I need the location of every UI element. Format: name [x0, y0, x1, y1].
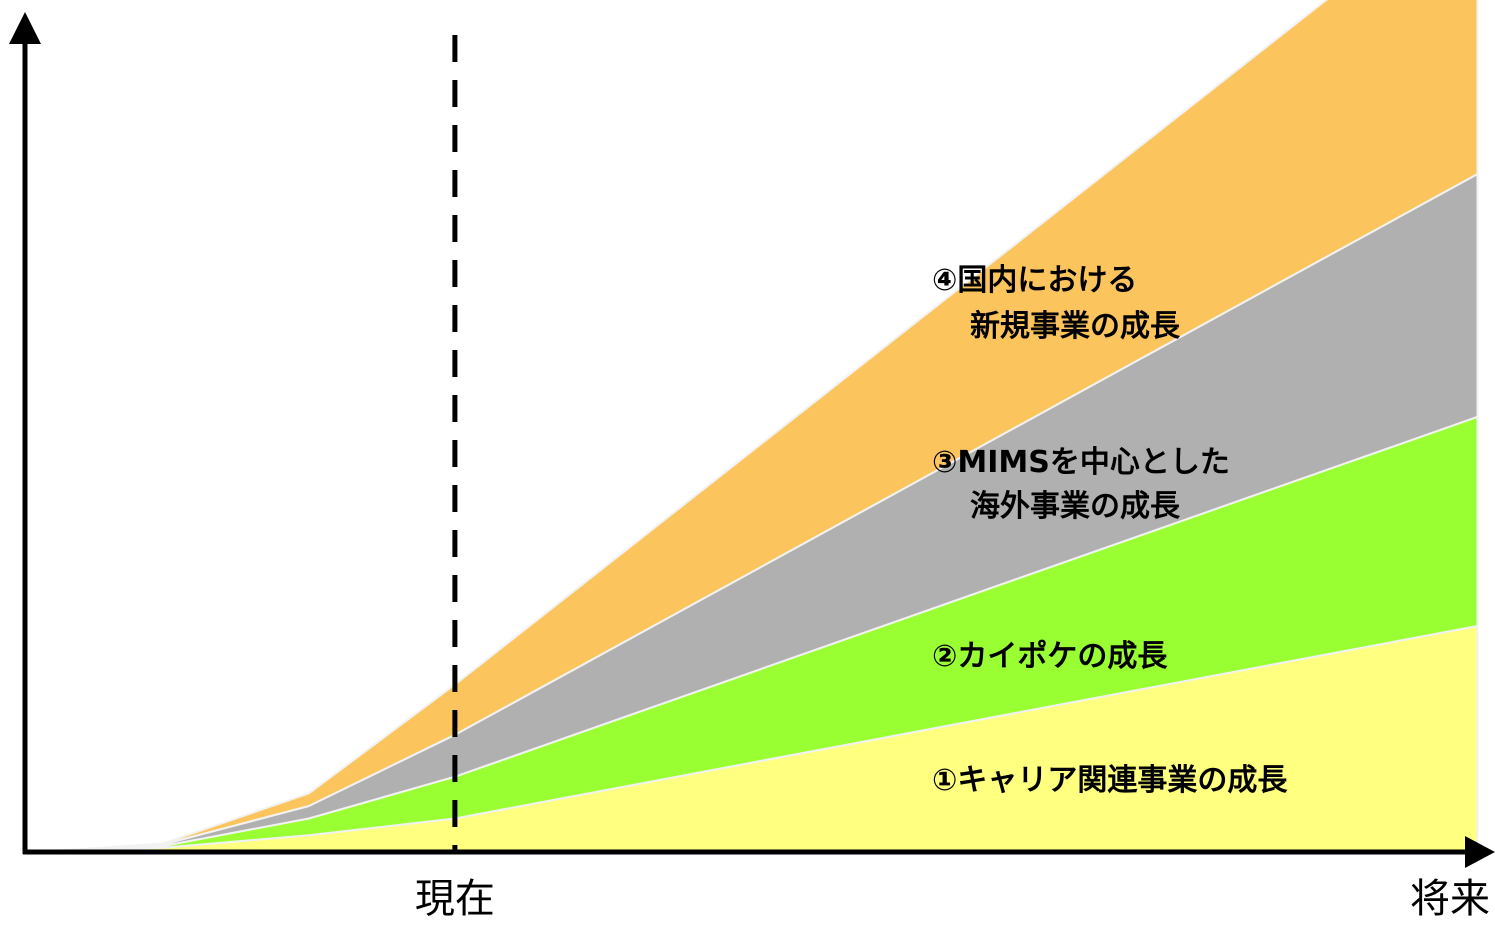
y-axis-arrowhead — [9, 12, 41, 44]
band-label-mims-line-1: ③MIMSを中心とした — [932, 445, 1230, 480]
x-tick-label-2: 将来 — [1410, 876, 1490, 922]
band-label-domestic_new-line-1: ④国内における — [932, 263, 1137, 298]
x-tick-label-1: 現在 — [415, 876, 495, 922]
band-label-domestic_new-line-2: 新規事業の成長 — [970, 309, 1181, 344]
band-label-mims-line-2: 海外事業の成長 — [970, 489, 1181, 524]
x-axis-arrowhead — [1465, 836, 1495, 868]
axes — [9, 12, 1495, 868]
x-tick-labels: 現在 将来 — [415, 876, 1490, 922]
area-band-domestic_new — [36, 0, 1479, 853]
area-bands — [36, 0, 1479, 853]
band-label-kaipoke-line-1: ②カイポケの成長 — [932, 639, 1168, 674]
band-label-career-line-1: ①キャリア関連事業の成長 — [932, 763, 1288, 798]
